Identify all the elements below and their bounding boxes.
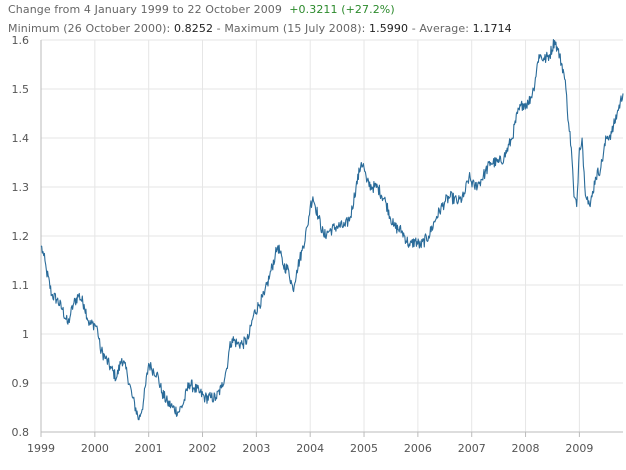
series-line <box>40 39 624 421</box>
x-tick-label: 2004 <box>296 442 324 455</box>
change-value: +0.3211 (+27.2%) <box>289 3 395 16</box>
y-tick-label: 0.8 <box>12 426 30 439</box>
start-date: 4 January 1999 <box>83 3 170 16</box>
x-tick-label: 2000 <box>81 442 109 455</box>
max-label: Maximum (15 July 2008): <box>224 22 366 35</box>
range-summary: Minimum (26 October 2000): 0.8252 - Maxi… <box>8 22 512 35</box>
change-summary: Change from 4 January 1999 to 22 October… <box>8 3 395 16</box>
y-tick-label: 0.9 <box>12 377 30 390</box>
min-label: Minimum (26 October 2000): <box>8 22 171 35</box>
min-value: 0.8252 <box>173 22 214 35</box>
y-tick-label: 1.6 <box>12 34 30 47</box>
y-tick-label: 1.1 <box>12 279 30 292</box>
y-tick-label: 1.3 <box>12 181 30 194</box>
x-tick-label: 2007 <box>458 442 486 455</box>
max-value: 1.5990 <box>369 22 409 35</box>
avg-value: 1.1714 <box>472 22 512 35</box>
y-tick-label: 1.2 <box>12 230 30 243</box>
x-tick-label: 2009 <box>565 442 593 455</box>
y-tick-label: 1 <box>22 328 29 341</box>
x-tick-label: 2003 <box>242 442 270 455</box>
change-prefix: Change from <box>8 3 81 16</box>
avg-label: Average: <box>419 22 470 35</box>
x-tick-label: 1999 <box>27 442 55 455</box>
x-tick-label: 2005 <box>350 442 378 455</box>
x-tick-label: 2008 <box>512 442 540 455</box>
x-tick-label: 2002 <box>189 442 217 455</box>
x-tick-label: 2006 <box>404 442 432 455</box>
end-date: 22 October 2009 <box>187 3 282 16</box>
grid-lines <box>40 39 623 433</box>
to-word: to <box>172 3 184 16</box>
y-axis: 0.8 0.9 1 1.1 1.2 1.3 1.4 1.5 1.6 <box>12 34 42 439</box>
x-axis: 1999 2000 2001 2002 2003 2004 2005 2006 2007 2008… <box>27 431 623 455</box>
x-tick-label: 2001 <box>135 442 163 455</box>
y-tick-label: 1.4 <box>12 132 30 145</box>
y-tick-label: 1.5 <box>12 83 30 96</box>
